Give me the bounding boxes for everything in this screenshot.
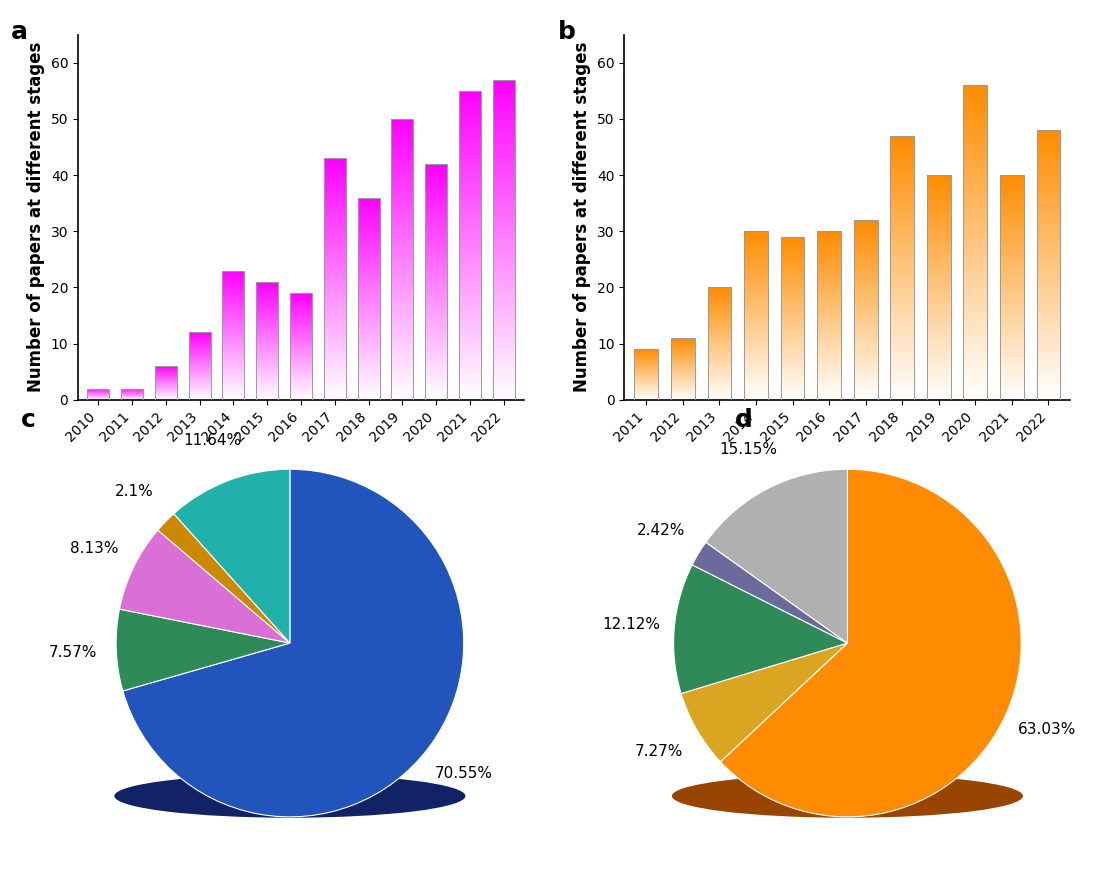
Bar — [223, 270, 244, 400]
Bar — [671, 338, 695, 400]
Bar — [87, 388, 109, 400]
Bar — [256, 282, 279, 400]
Bar — [122, 388, 143, 400]
Bar — [927, 176, 951, 400]
Text: 2.1%: 2.1% — [115, 484, 154, 499]
Wedge shape — [158, 514, 290, 643]
Text: 15.15%: 15.15% — [719, 442, 777, 457]
Text: 11.64%: 11.64% — [183, 433, 241, 448]
Wedge shape — [174, 469, 290, 643]
Bar — [459, 91, 481, 400]
Wedge shape — [673, 565, 847, 693]
Text: 7.27%: 7.27% — [636, 744, 683, 760]
Wedge shape — [706, 469, 847, 643]
Text: 12.12%: 12.12% — [602, 617, 660, 632]
Wedge shape — [720, 469, 1021, 817]
Text: 2.42%: 2.42% — [637, 523, 686, 539]
Bar — [780, 237, 804, 400]
Bar — [188, 332, 211, 400]
Ellipse shape — [672, 774, 1022, 818]
Bar — [425, 164, 447, 400]
Text: 63.03%: 63.03% — [1018, 722, 1076, 737]
Text: a: a — [11, 20, 28, 44]
Bar — [708, 288, 731, 400]
Text: 8.13%: 8.13% — [70, 541, 118, 555]
Bar — [290, 293, 312, 400]
Y-axis label: Number of papers at different stages: Number of papers at different stages — [573, 42, 591, 393]
Text: b: b — [558, 20, 575, 44]
Bar — [1000, 176, 1024, 400]
Bar — [391, 119, 414, 400]
Bar — [744, 231, 768, 400]
Wedge shape — [681, 643, 847, 762]
Bar — [358, 197, 379, 400]
Text: c: c — [20, 408, 36, 433]
Bar — [634, 349, 658, 400]
Text: 70.55%: 70.55% — [435, 766, 493, 781]
Wedge shape — [123, 469, 464, 817]
Bar — [891, 136, 914, 400]
Text: d: d — [735, 408, 753, 433]
Bar — [854, 220, 878, 400]
Wedge shape — [119, 530, 290, 643]
Y-axis label: Number of papers at different stages: Number of papers at different stages — [27, 42, 45, 393]
Wedge shape — [116, 609, 290, 691]
Wedge shape — [692, 542, 847, 643]
Bar — [817, 231, 841, 400]
Bar — [323, 158, 346, 400]
Bar — [963, 85, 987, 400]
Text: 7.57%: 7.57% — [49, 645, 97, 660]
Bar — [1037, 130, 1060, 400]
Ellipse shape — [115, 774, 465, 818]
Bar — [155, 366, 177, 400]
Bar — [493, 80, 515, 400]
